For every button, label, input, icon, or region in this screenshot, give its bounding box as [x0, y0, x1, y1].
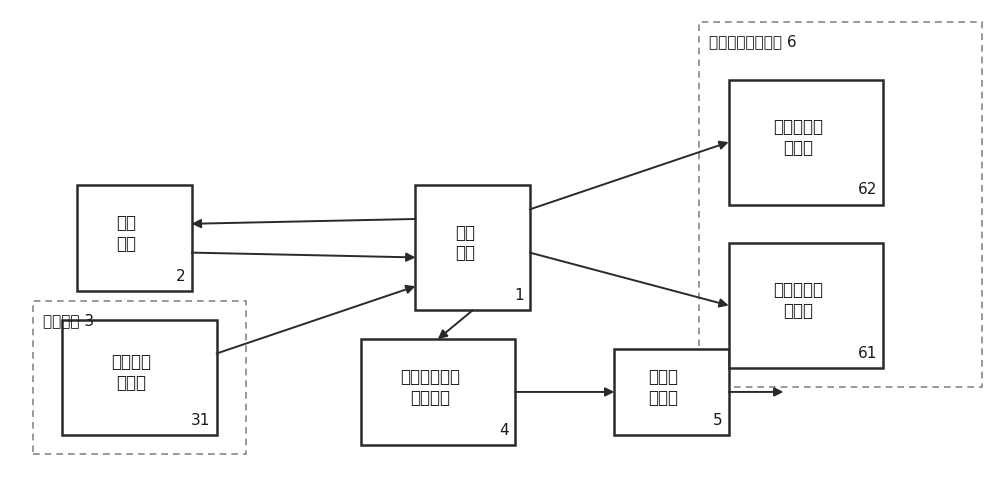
Text: 4: 4: [499, 423, 509, 437]
Text: 2: 2: [176, 269, 186, 284]
Text: 控制
单元: 控制 单元: [455, 224, 475, 262]
Bar: [415, 185, 530, 310]
Bar: [33, 301, 246, 454]
Bar: [77, 185, 192, 291]
Text: 1: 1: [514, 288, 524, 303]
Text: 变速箱
控制器: 变速箱 控制器: [649, 368, 679, 406]
Text: 分动箱取力
电磁阀: 分动箱取力 电磁阀: [773, 281, 823, 320]
Text: 检测
单元: 检测 单元: [117, 214, 137, 253]
Text: 61: 61: [858, 346, 877, 361]
Text: 5: 5: [713, 413, 723, 428]
Bar: [699, 22, 982, 387]
Bar: [729, 243, 883, 368]
Text: 31: 31: [191, 413, 211, 428]
Bar: [361, 339, 515, 445]
Bar: [729, 80, 883, 205]
Text: 取力开关
子单元: 取力开关 子单元: [112, 353, 152, 392]
Bar: [62, 320, 217, 435]
Bar: [614, 348, 729, 435]
Text: 上车作业模式
切换单元: 上车作业模式 切换单元: [400, 368, 460, 406]
Text: 分动箱空档
电磁阀: 分动箱空档 电磁阀: [773, 118, 823, 156]
Text: 分动箱电磁阀单元 6: 分动箱电磁阀单元 6: [709, 34, 796, 49]
Text: 开关单元 3: 开关单元 3: [43, 312, 94, 328]
Text: 62: 62: [858, 182, 877, 197]
